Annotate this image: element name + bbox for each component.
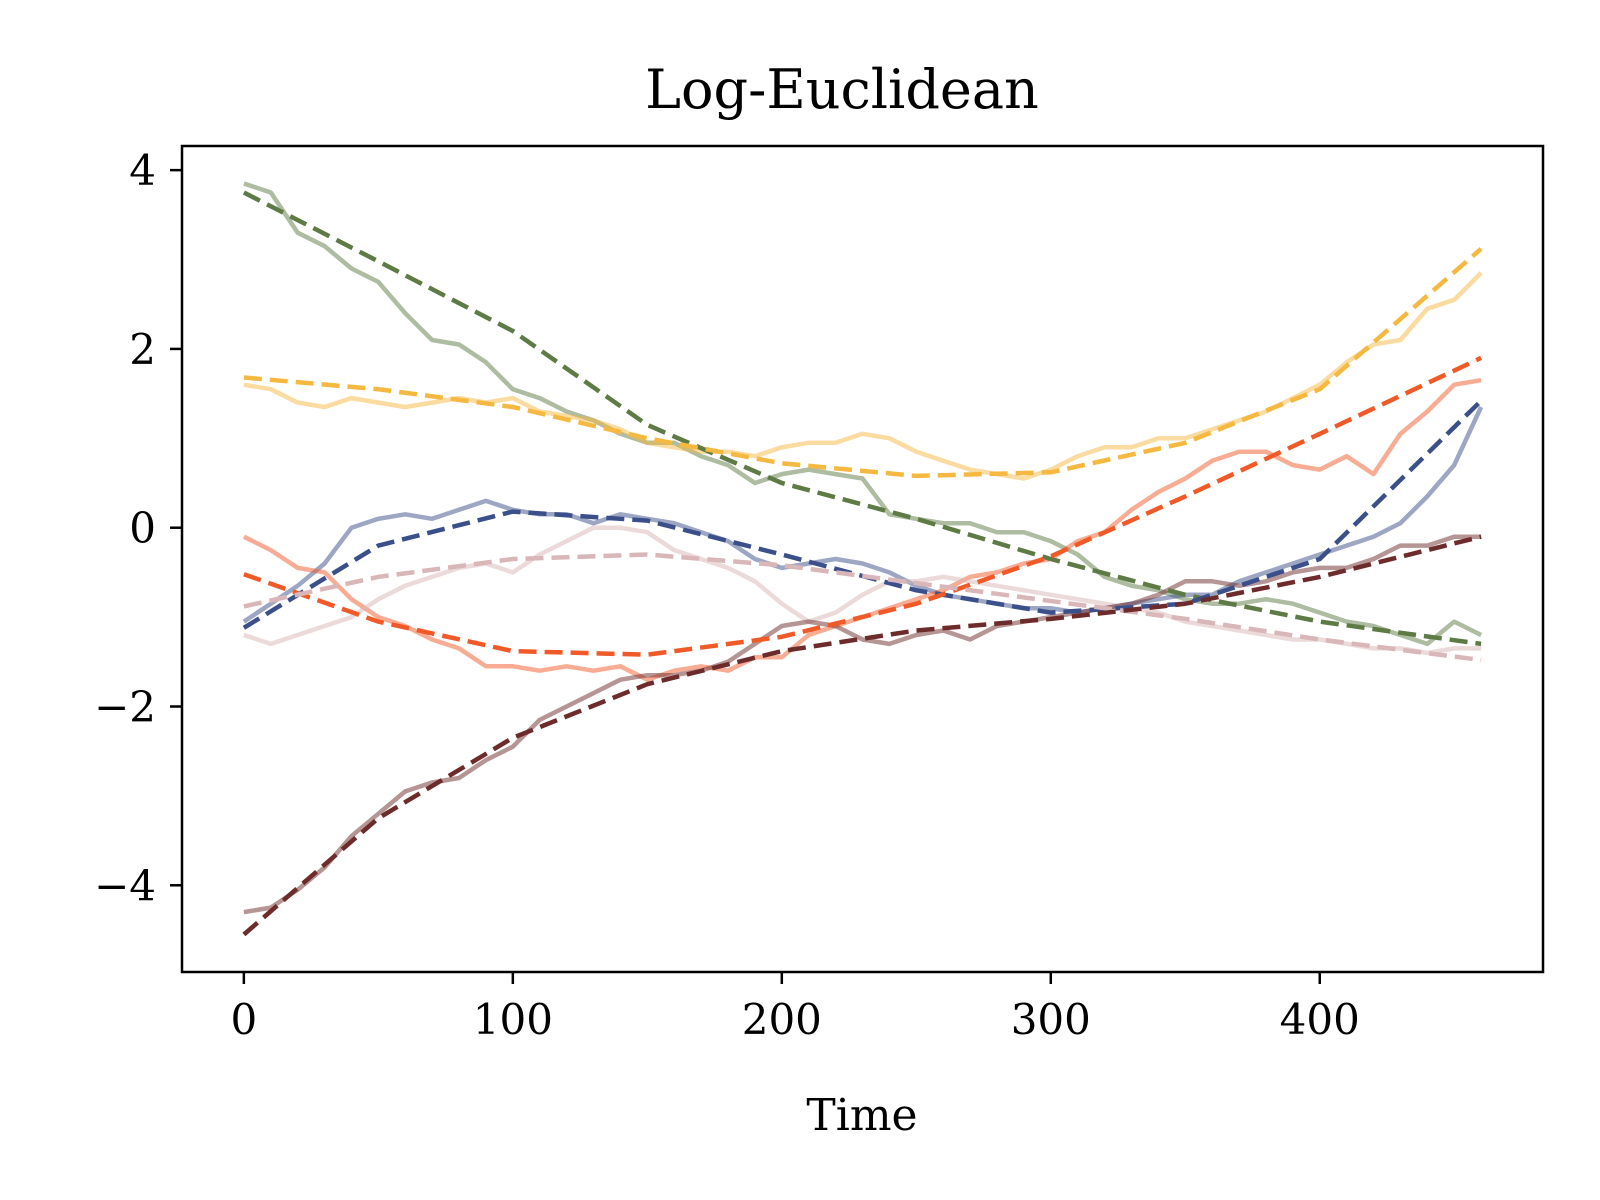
plot-frame bbox=[180, 144, 1545, 974]
y-tick-label: 2 bbox=[129, 325, 156, 374]
x-tick-label: 400 bbox=[1280, 995, 1360, 1044]
y-tick-label: −4 bbox=[94, 861, 156, 910]
x-tick-label: 100 bbox=[473, 995, 553, 1044]
chart-title: Log-Euclidean bbox=[645, 58, 1039, 121]
y-tick-label: 0 bbox=[129, 504, 156, 553]
y-axis: 4 2 0 −2 −4 bbox=[94, 146, 182, 910]
series-4-fitted-line bbox=[243, 552, 1482, 663]
x-tick-label: 300 bbox=[1011, 995, 1091, 1044]
x-axis: 0 100 200 300 400 bbox=[230, 972, 1360, 1044]
series-3-fitted-line bbox=[243, 355, 1483, 657]
series-0-observed-line bbox=[243, 181, 1483, 647]
series-2-observed-line bbox=[242, 406, 1484, 624]
series-4-observed-line bbox=[243, 525, 1482, 656]
series-5-fitted-line bbox=[242, 534, 1482, 937]
y-tick-label: 4 bbox=[129, 146, 156, 195]
plot-area bbox=[242, 181, 1484, 937]
y-tick-label: −2 bbox=[94, 683, 156, 732]
x-tick-label: 0 bbox=[230, 995, 257, 1044]
series-1-fitted-line bbox=[243, 247, 1483, 479]
series-5-observed-line bbox=[243, 534, 1482, 915]
x-axis-label: Time bbox=[806, 1090, 917, 1141]
series-0-fitted-line bbox=[242, 190, 1482, 647]
x-tick-label: 200 bbox=[742, 995, 822, 1044]
